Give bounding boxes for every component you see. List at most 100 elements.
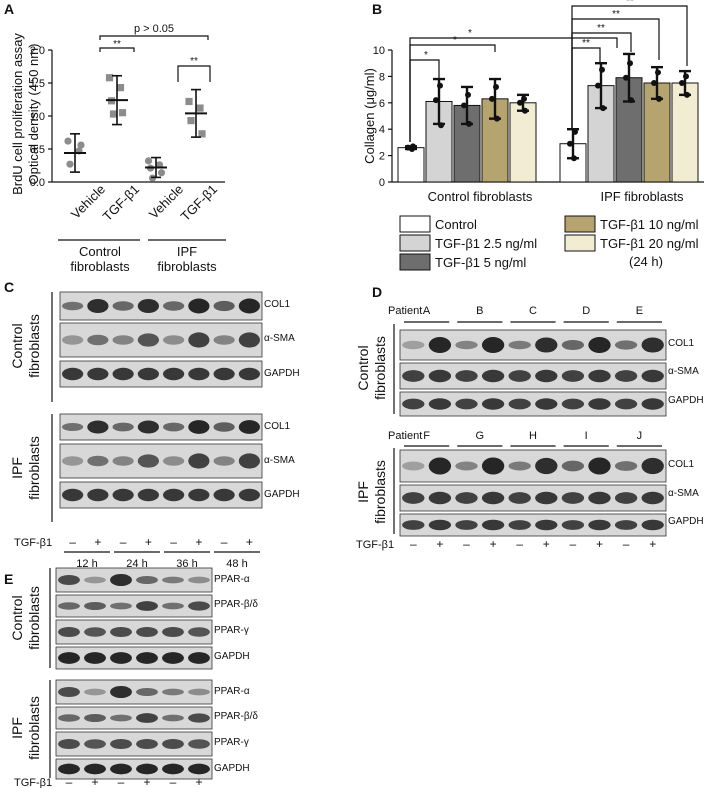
e-group-ipf-1: IPF xyxy=(9,717,25,739)
e-gapdh-ipf-band xyxy=(162,763,184,775)
d-gapdh-control-band xyxy=(508,398,531,410)
a-ytick-label: 0.0 xyxy=(30,177,45,189)
legend-swatch-tgf5 xyxy=(399,253,431,271)
b-data-point xyxy=(627,60,633,67)
d-col1-control-band xyxy=(428,337,452,353)
b-sig-text-i3: ** xyxy=(612,9,620,20)
b-ytick-label: 6 xyxy=(379,98,385,110)
c-group-ipf-2: fibroblasts xyxy=(26,436,42,500)
d-row-gapdh-control: GAPDH xyxy=(668,395,704,406)
e-ppara-ipf-band xyxy=(84,688,106,696)
panel-b-y-ticks: 0 2 4 6 8 10 xyxy=(373,45,392,189)
legend-label-control: Control xyxy=(435,217,477,232)
b-sig-text-c3: * xyxy=(453,35,457,46)
panel-d-blots xyxy=(399,329,667,537)
c-gapdh-ipf-band xyxy=(213,488,235,502)
e-gapdh-control-band xyxy=(188,652,210,664)
b-sig-bracket-i1 xyxy=(571,47,601,128)
e-gapdh-ipf-band xyxy=(136,763,158,775)
b-data-point xyxy=(651,80,657,86)
panel-b-significance: * * * ** ** ** ** xyxy=(409,0,688,142)
c-gapdh-ipf-band xyxy=(188,488,210,502)
c-gapdh-ipf-band xyxy=(137,488,159,502)
e-row-gapdh-ipf: GAPDH xyxy=(214,763,250,774)
d-gapdh-control-band xyxy=(614,398,638,410)
d-asma-ipf-band xyxy=(561,492,585,504)
d-treatment-label: TGF-β1 xyxy=(356,539,394,551)
d-sign: + xyxy=(490,537,497,551)
d-patient-id: A xyxy=(423,305,431,317)
c-sign: + xyxy=(145,535,152,549)
e-pparg-control-membrane xyxy=(55,619,213,645)
d-asma-control-band xyxy=(428,369,452,383)
legend-swatch-tgf10 xyxy=(564,215,596,233)
c-col1-ipf-band xyxy=(87,420,109,434)
e-sign: – xyxy=(170,775,177,788)
a-ytick-label: 0.5 xyxy=(30,144,45,156)
legend-label-tgf5: TGF-β1 5 ng/ml xyxy=(435,255,526,270)
panel-a-label: A xyxy=(4,1,14,17)
pval-bracket xyxy=(99,35,209,40)
e-row-pparg-ipf: PPAR-γ xyxy=(214,737,249,748)
b-bar xyxy=(397,147,425,183)
panel-a-ylabel-2: Optical density (450 nm) xyxy=(26,44,41,185)
a-group-control-2: fibroblasts xyxy=(70,259,130,274)
d-row-gapdh-ipf: GAPDH xyxy=(668,516,704,527)
c-col1-ipf-band xyxy=(163,422,185,432)
d-asma-ipf-band xyxy=(641,491,664,505)
b-data-point xyxy=(679,80,685,86)
e-row-ppara-ipf: PPAR-α xyxy=(214,686,250,697)
d-group-ipf-2: fibroblasts xyxy=(372,460,388,524)
c-sign: + xyxy=(94,535,101,549)
legend-swatch-tgf25 xyxy=(399,234,431,252)
d-asma-ipf-band xyxy=(535,491,558,505)
e-pparg-ipf-band xyxy=(136,738,158,750)
b-data-point xyxy=(567,140,573,147)
b-ytick-label: 2 xyxy=(379,151,385,163)
d-sign: – xyxy=(570,537,577,551)
d-group-control-2: fibroblasts xyxy=(372,336,388,400)
d-gapdh-ipf-membrane xyxy=(399,513,667,537)
e-ppard-control-band xyxy=(188,601,210,611)
d-asma-control-band xyxy=(455,370,478,382)
e-ppara-control-band xyxy=(58,574,80,586)
panel-d: D Patient Patient A B C D E F G H I J Control fib… xyxy=(355,284,704,551)
panel-a-ylabel-1: BrdU cell proliferation assay xyxy=(10,33,25,195)
d-gapdh-control-band xyxy=(535,398,558,410)
e-sign: + xyxy=(91,775,98,788)
c-gapdh-control-band xyxy=(137,367,159,381)
e-ppard-ipf-band xyxy=(58,714,80,722)
c-gapdh-control-band xyxy=(163,367,185,381)
d-col1-ipf-band xyxy=(481,457,505,475)
e-gapdh-ipf-band xyxy=(84,763,106,775)
b-data-point xyxy=(405,144,411,151)
e-ppard-ipf-band xyxy=(136,713,158,723)
d-gapdh-ipf-band xyxy=(428,519,452,531)
panel-b-marks xyxy=(397,52,699,183)
c-col1-ipf-band xyxy=(213,422,235,432)
c-col1-control-band xyxy=(112,301,134,311)
d-col1-ipf-band xyxy=(402,461,425,471)
e-pparg-ipf-band xyxy=(58,738,80,750)
c-row-gapdh-ipf: GAPDH xyxy=(264,489,300,500)
d-asma-ipf-band xyxy=(481,491,505,505)
d-asma-ipf-band xyxy=(455,492,478,504)
e-ppard-control-membrane xyxy=(55,594,213,618)
b-data-point xyxy=(655,69,661,76)
d-col1-control-band xyxy=(402,340,425,350)
panel-a-marks xyxy=(64,74,207,182)
c-time-groups: 12 h 24 h 36 h 48 h xyxy=(64,551,260,570)
d-sign: – xyxy=(623,537,630,551)
d-col1-ipf-band xyxy=(588,457,611,475)
panel-a-significance: p > 0.05 ** ** xyxy=(99,23,211,82)
b-data-point xyxy=(461,102,467,109)
c-gapdh-ipf-band xyxy=(62,488,84,502)
d-gapdh-ipf-band xyxy=(588,519,611,531)
d-asma-ipf-band xyxy=(508,492,531,504)
d-sign: + xyxy=(649,537,656,551)
e-ppara-control-band xyxy=(110,573,132,587)
b-sig-bracket-c1 xyxy=(409,59,440,142)
a-data-point xyxy=(185,97,193,106)
b-data-point xyxy=(599,66,605,73)
e-ppara-control-band xyxy=(162,576,184,584)
